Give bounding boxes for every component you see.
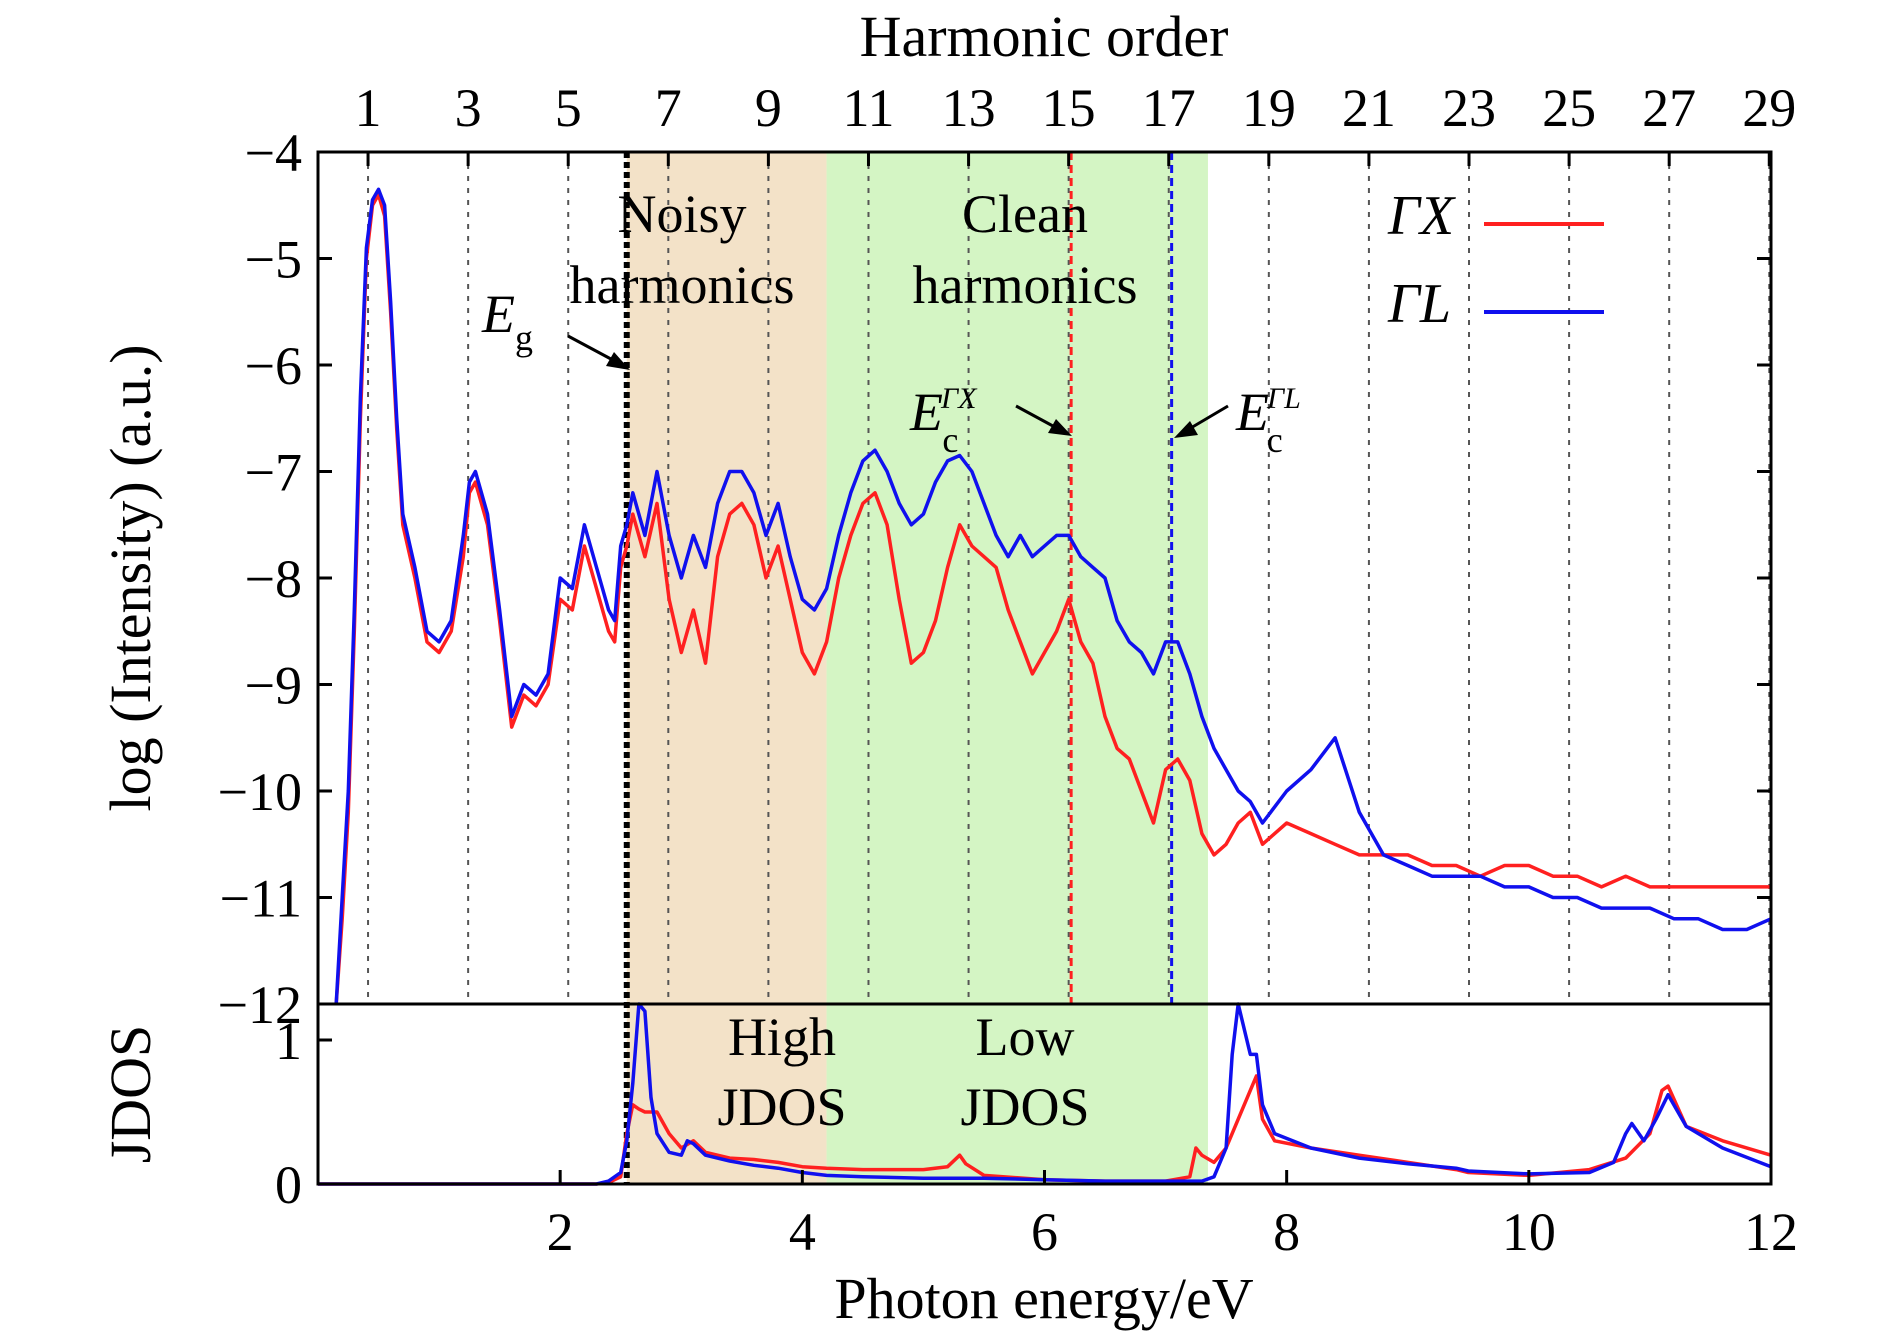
top-tick-label-23: 23 — [1442, 78, 1496, 138]
region-noisy-label-line1: Noisy — [617, 184, 746, 244]
upper-y-tick-label--10: −10 — [218, 762, 302, 822]
x-tick-label-8: 8 — [1273, 1202, 1300, 1262]
top-tick-label-27: 27 — [1642, 78, 1696, 138]
lower-y-axis-title: JDOS — [98, 1025, 163, 1164]
axis-ticks: 2 4 6 8 10 121 3 5 7 9 11 13 15 17 19 21 23 25 27 29−4−5−6−… — [218, 78, 1798, 1262]
intensity-line-gl — [334, 187, 1772, 1005]
lower-y-tick-label-1: 1 — [275, 1011, 302, 1071]
ec-gl-annotation: EΓL c — [1235, 382, 1301, 460]
top-tick-label-25: 25 — [1542, 78, 1596, 138]
top-tick-label-7: 7 — [655, 78, 682, 138]
upper-y-axis-title: log (Intensity) (a.u.) — [98, 344, 163, 811]
legend: ΓX ΓL — [1387, 185, 1604, 335]
region-0 — [626, 152, 827, 1184]
intensity-line-gx — [334, 192, 1771, 1005]
region-noisy-label-line2: harmonics — [570, 255, 795, 315]
legend-label-gx: ΓX — [1387, 185, 1457, 247]
top-tick-label-1: 1 — [355, 78, 382, 138]
x-tick-label-12: 12 — [1744, 1202, 1798, 1262]
top-tick-label-9: 9 — [755, 78, 782, 138]
region-low-jdos-label-line1: Low — [976, 1007, 1075, 1067]
ec-gx-annotation: EΓX c — [909, 382, 978, 460]
upper-y-tick-label--6: −6 — [245, 336, 302, 396]
eg-annotation: Eg — [481, 284, 533, 358]
top-tick-label-15: 15 — [1042, 78, 1096, 138]
upper-y-tick-label--4: −4 — [245, 123, 302, 183]
upper-y-tick-label--12: −12 — [218, 975, 302, 1035]
region-high-jdos-label-line1: High — [728, 1007, 836, 1067]
upper-y-tick-label--9: −9 — [245, 656, 302, 716]
top-axis-title: Harmonic order — [860, 4, 1229, 69]
energy-marker-lines — [623, 152, 1174, 1184]
top-tick-label-5: 5 — [555, 78, 582, 138]
region-labels: Noisy harmonics Clean harmonics High JDO… — [570, 184, 1138, 1137]
upper-y-tick-label--5: −5 — [245, 230, 302, 290]
x-tick-label-6: 6 — [1031, 1202, 1058, 1262]
top-tick-label-21: 21 — [1342, 78, 1396, 138]
top-tick-label-29: 29 — [1742, 78, 1796, 138]
x-tick-label-10: 10 — [1502, 1202, 1556, 1262]
top-tick-label-19: 19 — [1242, 78, 1296, 138]
top-tick-label-13: 13 — [942, 78, 996, 138]
x-axis-title: Photon energy/eV — [834, 1266, 1253, 1331]
top-tick-label-3: 3 — [455, 78, 482, 138]
lower-y-tick-label-0: 0 — [275, 1155, 302, 1215]
top-tick-label-17: 17 — [1142, 78, 1196, 138]
region-clean-label-line2: harmonics — [913, 255, 1138, 315]
jdos-line-gl — [318, 1002, 1772, 1186]
shaded-regions — [626, 152, 1208, 1184]
upper-y-tick-label--8: −8 — [245, 549, 302, 609]
eg-arrowhead — [606, 352, 630, 370]
region-clean-label-line1: Clean — [962, 184, 1088, 244]
annotations: Eg EΓX c EΓL c — [481, 284, 1301, 460]
ec-gx-arrowhead — [1048, 419, 1072, 436]
upper-y-tick-label--11: −11 — [220, 869, 302, 929]
x-tick-label-2: 2 — [547, 1202, 574, 1262]
intensity-series-group — [334, 187, 1772, 1005]
region-low-jdos-label-line2: JDOS — [960, 1077, 1089, 1137]
legend-label-gl: ΓL — [1387, 273, 1451, 335]
region-high-jdos-label-line2: JDOS — [717, 1077, 846, 1137]
top-tick-label-11: 11 — [842, 78, 894, 138]
x-tick-label-4: 4 — [789, 1202, 816, 1262]
region-1 — [826, 152, 1208, 1184]
harmonic-gridlines — [367, 152, 1771, 1004]
ec-gl-arrowhead — [1174, 421, 1198, 438]
upper-y-tick-label--7: −7 — [245, 443, 302, 503]
jdos-series-group — [318, 1002, 1772, 1186]
